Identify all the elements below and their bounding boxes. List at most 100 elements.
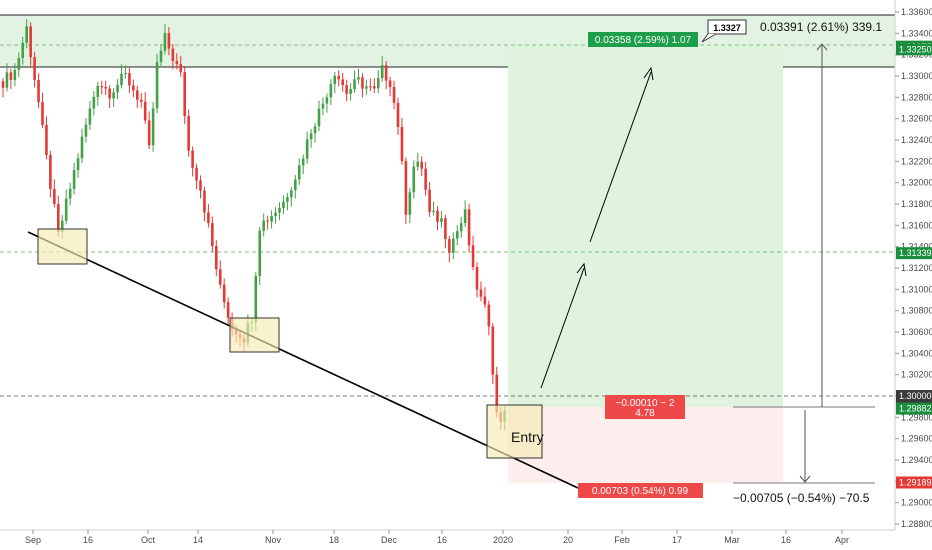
candle-body [278, 207, 281, 213]
candle [37, 73, 40, 109]
candle [132, 79, 135, 98]
candle-body [68, 188, 72, 199]
candle-body [266, 220, 269, 222]
price-tag-label: 1.33250 [899, 44, 932, 54]
candle-body [400, 127, 404, 162]
candle-body [120, 73, 123, 86]
candle [365, 79, 368, 95]
candle [384, 61, 388, 90]
candle-body [471, 245, 475, 267]
price-axis[interactable]: 1.336001.334001.332001.330001.328001.326… [894, 0, 932, 550]
candle [424, 161, 427, 196]
candle [380, 56, 384, 82]
candle-body [337, 75, 341, 80]
candle-body [290, 190, 293, 198]
candle [408, 188, 412, 224]
candle-body [305, 139, 309, 159]
candle-body [301, 158, 305, 166]
price-tick-label: 1.30800 [901, 306, 932, 316]
candle-body [376, 78, 380, 89]
price-tick-label: 1.29600 [901, 434, 932, 444]
stop-label-box [578, 483, 703, 498]
candle-body [222, 284, 226, 303]
candle-body [187, 116, 190, 151]
price-tick-label: 1.29400 [901, 455, 932, 465]
candle-body [49, 155, 52, 189]
candle [440, 210, 443, 228]
candle-body [448, 239, 451, 253]
target-label: 0.03358 (2.59%) 1.07 [595, 35, 692, 46]
candle-body [175, 60, 179, 65]
candle [108, 85, 111, 108]
candle [116, 79, 119, 100]
candle [420, 156, 423, 177]
candle [290, 186, 293, 207]
price-tick-label: 1.29800 [901, 412, 932, 422]
price-tag [896, 402, 932, 415]
candle [88, 101, 92, 130]
candle [199, 175, 202, 199]
candle [21, 36, 25, 65]
time-tick-label: Sep [25, 535, 41, 545]
price-tick-label: 1.33400 [901, 28, 932, 38]
candle [301, 154, 305, 175]
projection-arrow-1 [540, 267, 585, 389]
candle [159, 43, 163, 68]
candle-body [408, 192, 412, 215]
candle-body [167, 33, 171, 49]
candle-body [329, 84, 333, 98]
candle [266, 215, 269, 230]
candle [49, 150, 52, 198]
measure-down-label: −0.00705 (−0.54%) −70.5 [733, 491, 870, 505]
candle-body [396, 102, 400, 128]
candle [1, 78, 5, 98]
candle [120, 64, 123, 89]
candle-body [37, 79, 40, 103]
candle-body [341, 79, 344, 86]
candle-body [479, 289, 483, 297]
candle-body [72, 170, 76, 189]
candle [448, 235, 451, 263]
candle-body [163, 33, 167, 51]
candle [151, 102, 155, 152]
candle-body [467, 209, 471, 246]
stop-label: 0.00703 (0.54%) 0.99 [592, 486, 689, 497]
candle [163, 23, 167, 55]
candle [369, 78, 372, 92]
candle-body [274, 212, 277, 217]
candle-body [294, 179, 297, 191]
candle-body [365, 86, 368, 89]
candle-body [432, 210, 435, 212]
candle-body [309, 133, 313, 140]
candle-body [96, 85, 100, 98]
candle-body [373, 86, 376, 89]
candle [345, 79, 348, 102]
time-axis[interactable]: Sep 16 Oct 14 Nov 18 Dec 16 2020 20 Feb 17 Mar 16 Apr [0, 529, 895, 545]
candles [1, 19, 506, 431]
candle [147, 111, 151, 149]
time-tick-label: Dec [381, 535, 398, 545]
candle-body [191, 150, 194, 168]
candle-body [361, 77, 364, 89]
price-tick-label: 1.33000 [901, 71, 932, 81]
entry-label: Entry [511, 429, 544, 445]
candle [29, 22, 32, 66]
candle [112, 88, 115, 107]
cursor-value-box [707, 19, 747, 35]
price-tick-label: 1.31800 [901, 199, 932, 209]
candle-body [179, 64, 183, 73]
price-tags: 1.332751.332501.313391.300001.298921.298… [896, 40, 932, 489]
candle [321, 97, 325, 116]
candle [84, 117, 88, 143]
candle [155, 53, 159, 114]
candle [25, 19, 28, 49]
candle [76, 153, 80, 178]
measure-up-head [816, 43, 828, 51]
candle-body [104, 87, 107, 89]
candle [124, 65, 127, 79]
price-tick-label: 1.32400 [901, 135, 932, 145]
candle-body [45, 124, 48, 156]
price-tag-label: 1.29882 [899, 404, 932, 414]
price-tag-label: 1.30000 [899, 391, 932, 401]
